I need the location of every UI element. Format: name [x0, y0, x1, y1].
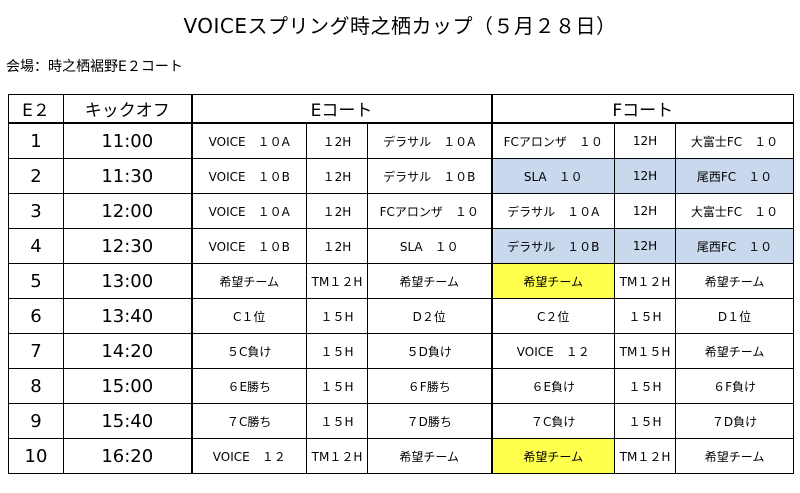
e-match-format: １2H — [306, 228, 368, 264]
kickoff-time: 15:40 — [63, 403, 193, 439]
kickoff-time: 11:00 — [63, 122, 193, 159]
e-team-home: C１位 — [191, 298, 307, 334]
f-team-home: ６E負け — [491, 368, 615, 404]
schedule-body: 1 11:00 VOICE １０A １2H デラサル １０A FCアロンザ １０ 12H 大富… — [8, 122, 795, 474]
f-team-home: VOICE １２ — [491, 333, 615, 369]
f-team-home: SLA １０ — [491, 158, 615, 194]
kickoff-time: 15:00 — [63, 368, 193, 404]
e-team-home: VOICE １０B — [191, 158, 307, 194]
venue-label: 会場：時之栖裾野E２コート — [6, 59, 183, 75]
e-team-away: D２位 — [367, 298, 493, 334]
f-team-home: デラサル １０A — [491, 193, 615, 229]
f-team-home: ７C負け — [491, 403, 615, 439]
table-row: 6 13:40 C１位 １５H D２位 C２位 １５H D１位 — [8, 298, 795, 334]
f-match-format: 12H — [614, 228, 676, 264]
e-match-format: TM１２H — [306, 263, 368, 299]
kickoff-time: 13:40 — [63, 298, 193, 334]
match-number: 4 — [8, 228, 64, 264]
f-match-format: 12H — [614, 193, 676, 229]
e-match-format: TM１２H — [306, 438, 368, 474]
e-match-format: １５H — [306, 368, 368, 404]
f-match-format: １５H — [614, 403, 676, 439]
kickoff-time: 11:30 — [63, 158, 193, 194]
f-match-format: TM１５H — [614, 333, 676, 369]
kickoff-time: 13:00 — [63, 263, 193, 299]
f-team-home: C２位 — [491, 298, 615, 334]
f-team-away: 希望チーム — [674, 263, 795, 299]
header-court: E２ — [8, 94, 64, 124]
e-team-away: 希望チーム — [367, 263, 493, 299]
e-team-away: SLA １０ — [367, 228, 493, 264]
match-number: 3 — [8, 193, 64, 229]
f-match-format: TM１２H — [614, 438, 676, 474]
e-team-away: 希望チーム — [367, 438, 493, 474]
table-row: 10 16:20 VOICE １２ TM１２H 希望チーム 希望チーム TM１２H 希望チーム — [8, 438, 795, 474]
f-match-format: 12H — [614, 122, 676, 159]
kickoff-time: 12:30 — [63, 228, 193, 264]
f-team-home: 希望チーム — [491, 263, 615, 299]
e-team-away: ５D負け — [367, 333, 493, 369]
e-team-home: VOICE １０B — [191, 228, 307, 264]
f-team-away: D１位 — [674, 298, 795, 334]
e-team-home: 希望チーム — [191, 263, 307, 299]
match-number: 5 — [8, 263, 64, 299]
e-match-format: １2H — [306, 122, 368, 159]
e-team-away: デラサル １０B — [367, 158, 493, 194]
f-team-away: ６F負け — [674, 368, 795, 404]
match-number: 6 — [8, 298, 64, 334]
e-team-home: VOICE １０A — [191, 122, 307, 159]
f-team-home: 希望チーム — [491, 438, 615, 474]
header-kickoff: キックオフ — [63, 94, 193, 124]
e-match-format: １５H — [306, 333, 368, 369]
match-number: 7 — [8, 333, 64, 369]
f-team-away: 尾西FC １０ — [674, 228, 795, 264]
e-team-home: VOICE １０A — [191, 193, 307, 229]
f-team-away: ７D負け — [674, 403, 795, 439]
e-match-format: １５H — [306, 298, 368, 334]
f-team-home: デラサル １０B — [491, 228, 615, 264]
schedule-table: E２ キックオフ Eコート Fコート 1 11:00 VOICE １０A １2H デラサ… — [8, 94, 795, 474]
e-team-away: ６F勝ち — [367, 368, 493, 404]
table-row: 8 15:00 ６E勝ち １５H ６F勝ち ６E負け １５H ６F負け — [8, 368, 795, 404]
match-number: 2 — [8, 158, 64, 194]
f-team-away: 大富士FC １０ — [674, 193, 795, 229]
match-number: 1 — [8, 122, 64, 159]
header-row: E２ キックオフ Eコート Fコート — [8, 94, 795, 124]
table-row: 9 15:40 ７C勝ち １５H ７D勝ち ７C負け １５H ７D負け — [8, 403, 795, 439]
kickoff-time: 12:00 — [63, 193, 193, 229]
kickoff-time: 14:20 — [63, 333, 193, 369]
match-number: 9 — [8, 403, 64, 439]
f-match-format: TM１２H — [614, 263, 676, 299]
f-team-away: 大富士FC １０ — [674, 122, 795, 159]
kickoff-time: 16:20 — [63, 438, 193, 474]
f-match-format: １５H — [614, 368, 676, 404]
e-match-format: １５H — [306, 403, 368, 439]
e-team-away: デラサル １０A — [367, 122, 493, 159]
f-team-home: FCアロンザ １０ — [491, 122, 615, 159]
header-e-court: Eコート — [191, 94, 493, 124]
table-row: 4 12:30 VOICE １０B １2H SLA １０ デラサル １０B 12H 尾西FC … — [8, 228, 795, 264]
f-team-away: 希望チーム — [674, 333, 795, 369]
table-row: 5 13:00 希望チーム TM１２H 希望チーム 希望チーム TM１２H 希望チーム — [8, 263, 795, 299]
e-team-away: FCアロンザ １０ — [367, 193, 493, 229]
e-match-format: １2H — [306, 158, 368, 194]
match-number: 10 — [8, 438, 64, 474]
f-team-away: 希望チーム — [674, 438, 795, 474]
f-match-format: １５H — [614, 298, 676, 334]
e-team-home: ６E勝ち — [191, 368, 307, 404]
table-row: 2 11:30 VOICE １０B １2H デラサル １０B SLA １０ 12H 尾西FC … — [8, 158, 795, 194]
match-number: 8 — [8, 368, 64, 404]
e-team-away: ７D勝ち — [367, 403, 493, 439]
f-match-format: 12H — [614, 158, 676, 194]
e-team-home: ７C勝ち — [191, 403, 307, 439]
e-team-home: VOICE １２ — [191, 438, 307, 474]
e-match-format: １2H — [306, 193, 368, 229]
table-row: 7 14:20 ５C負け １５H ５D負け VOICE １２ TM１５H 希望チーム — [8, 333, 795, 369]
page-title: VOICEスプリング時之栖カップ（５月２８日） — [183, 14, 617, 38]
table-row: 1 11:00 VOICE １０A １2H デラサル １０A FCアロンザ １０ 12H 大富… — [8, 122, 795, 159]
f-team-away: 尾西FC １０ — [674, 158, 795, 194]
table-row: 3 12:00 VOICE １０A １2H FCアロンザ １０ デラサル １０A 12H 大富… — [8, 193, 795, 229]
e-team-home: ５C負け — [191, 333, 307, 369]
header-f-court: Fコート — [490, 94, 795, 124]
